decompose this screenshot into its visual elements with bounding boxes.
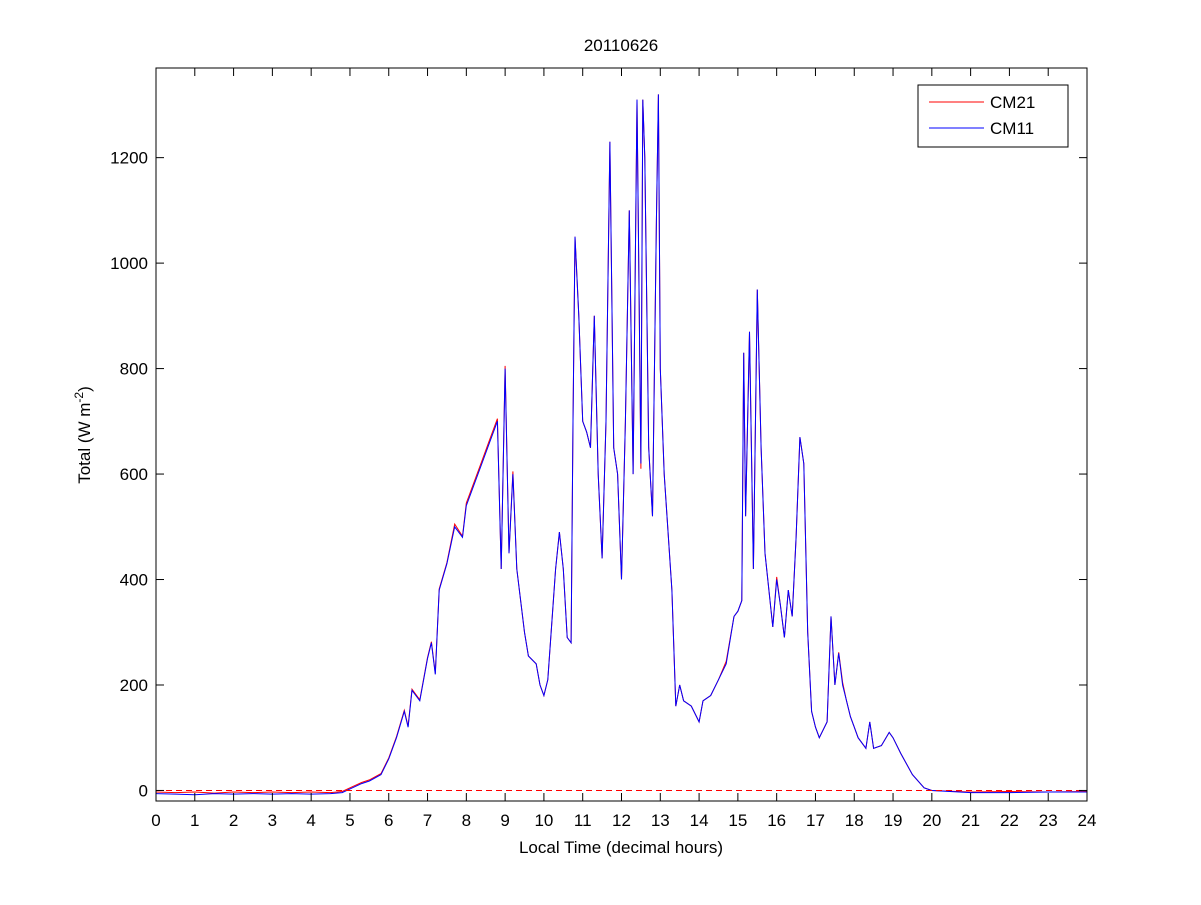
x-tick-label: 9 bbox=[500, 811, 509, 830]
series-line-cm21 bbox=[155, 94, 1088, 794]
x-tick-label: 18 bbox=[845, 811, 864, 830]
y-tick-label: 600 bbox=[120, 465, 148, 484]
x-tick-label: 24 bbox=[1078, 811, 1097, 830]
x-tick-label: 12 bbox=[612, 811, 631, 830]
x-tick-label: 19 bbox=[884, 811, 903, 830]
y-tick-label: 400 bbox=[120, 571, 148, 590]
y-tick-label: 800 bbox=[120, 360, 148, 379]
x-tick-label: 20 bbox=[922, 811, 941, 830]
legend-label-cm21: CM21 bbox=[990, 93, 1035, 112]
x-tick-label: 17 bbox=[806, 811, 825, 830]
y-tick-label: 1200 bbox=[110, 149, 148, 168]
x-tick-label: 2 bbox=[229, 811, 238, 830]
x-tick-label: 0 bbox=[151, 811, 160, 830]
plot-area-frame bbox=[155, 67, 1088, 802]
legend: CM21 CM11 bbox=[917, 84, 1069, 148]
series-line-cm11 bbox=[155, 94, 1087, 796]
chart-title: 20110626 bbox=[584, 36, 658, 55]
x-tick-label: 15 bbox=[728, 811, 747, 830]
x-tick-label: 7 bbox=[423, 811, 432, 830]
x-tick-label: 8 bbox=[462, 811, 471, 830]
x-tick-label: 4 bbox=[306, 811, 315, 830]
x-tick-label: 22 bbox=[1000, 811, 1019, 830]
x-tick-label: 6 bbox=[384, 811, 393, 830]
y-axis-label: Total (W m-2) bbox=[72, 386, 94, 484]
y-tick-label: 1000 bbox=[110, 254, 148, 273]
legend-label-cm11: CM11 bbox=[990, 119, 1034, 138]
x-tick-label: 23 bbox=[1039, 811, 1058, 830]
x-tick-label: 10 bbox=[534, 811, 553, 830]
y-tick-label: 0 bbox=[139, 781, 148, 800]
x-tick-label: 21 bbox=[961, 811, 980, 830]
x-tick-label: 14 bbox=[690, 811, 709, 830]
x-tick-label: 3 bbox=[268, 811, 277, 830]
x-tick-label: 5 bbox=[345, 811, 354, 830]
x-axis-label: Local Time (decimal hours) bbox=[519, 838, 723, 857]
y-tick-label: 200 bbox=[120, 676, 148, 695]
x-tick-label: 13 bbox=[651, 811, 670, 830]
x-tick-label: 11 bbox=[574, 811, 592, 830]
x-tick-label: 1 bbox=[190, 811, 199, 830]
x-tick-label: 16 bbox=[767, 811, 786, 830]
